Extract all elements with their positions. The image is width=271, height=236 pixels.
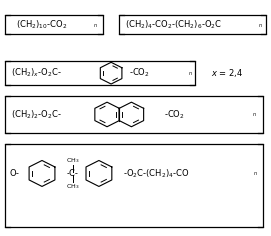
Text: $_n$: $_n$ xyxy=(258,22,263,30)
Text: $_n$: $_n$ xyxy=(188,71,193,78)
Text: -C-: -C- xyxy=(66,169,78,178)
Text: CH$_3$: CH$_3$ xyxy=(66,182,79,191)
Text: (CH$_2$)$_{10}$-CO$_2$: (CH$_2$)$_{10}$-CO$_2$ xyxy=(16,19,67,31)
Text: -O$_2$C-(CH$_2$)$_4$-CO: -O$_2$C-(CH$_2$)$_4$-CO xyxy=(123,167,190,180)
Text: (CH$_2$)$_4$-CO$_2$-(CH$_2$)$_6$-O$_2$C: (CH$_2$)$_4$-CO$_2$-(CH$_2$)$_6$-O$_2$C xyxy=(125,19,222,31)
Text: -CO$_2$: -CO$_2$ xyxy=(164,108,185,121)
Text: O-: O- xyxy=(9,169,19,178)
Text: $_n$: $_n$ xyxy=(93,22,98,30)
Text: $x$ = 2,4: $x$ = 2,4 xyxy=(211,67,244,79)
Text: CH$_3$: CH$_3$ xyxy=(66,156,79,165)
Text: -CO$_2$: -CO$_2$ xyxy=(129,67,149,79)
Text: (CH$_2$)$_2$-O$_2$C-: (CH$_2$)$_2$-O$_2$C- xyxy=(11,108,62,121)
Text: (CH$_2$)$_x$-O$_2$C-: (CH$_2$)$_x$-O$_2$C- xyxy=(11,67,62,79)
Text: $_n$: $_n$ xyxy=(252,112,257,119)
Text: $_n$: $_n$ xyxy=(253,171,258,178)
